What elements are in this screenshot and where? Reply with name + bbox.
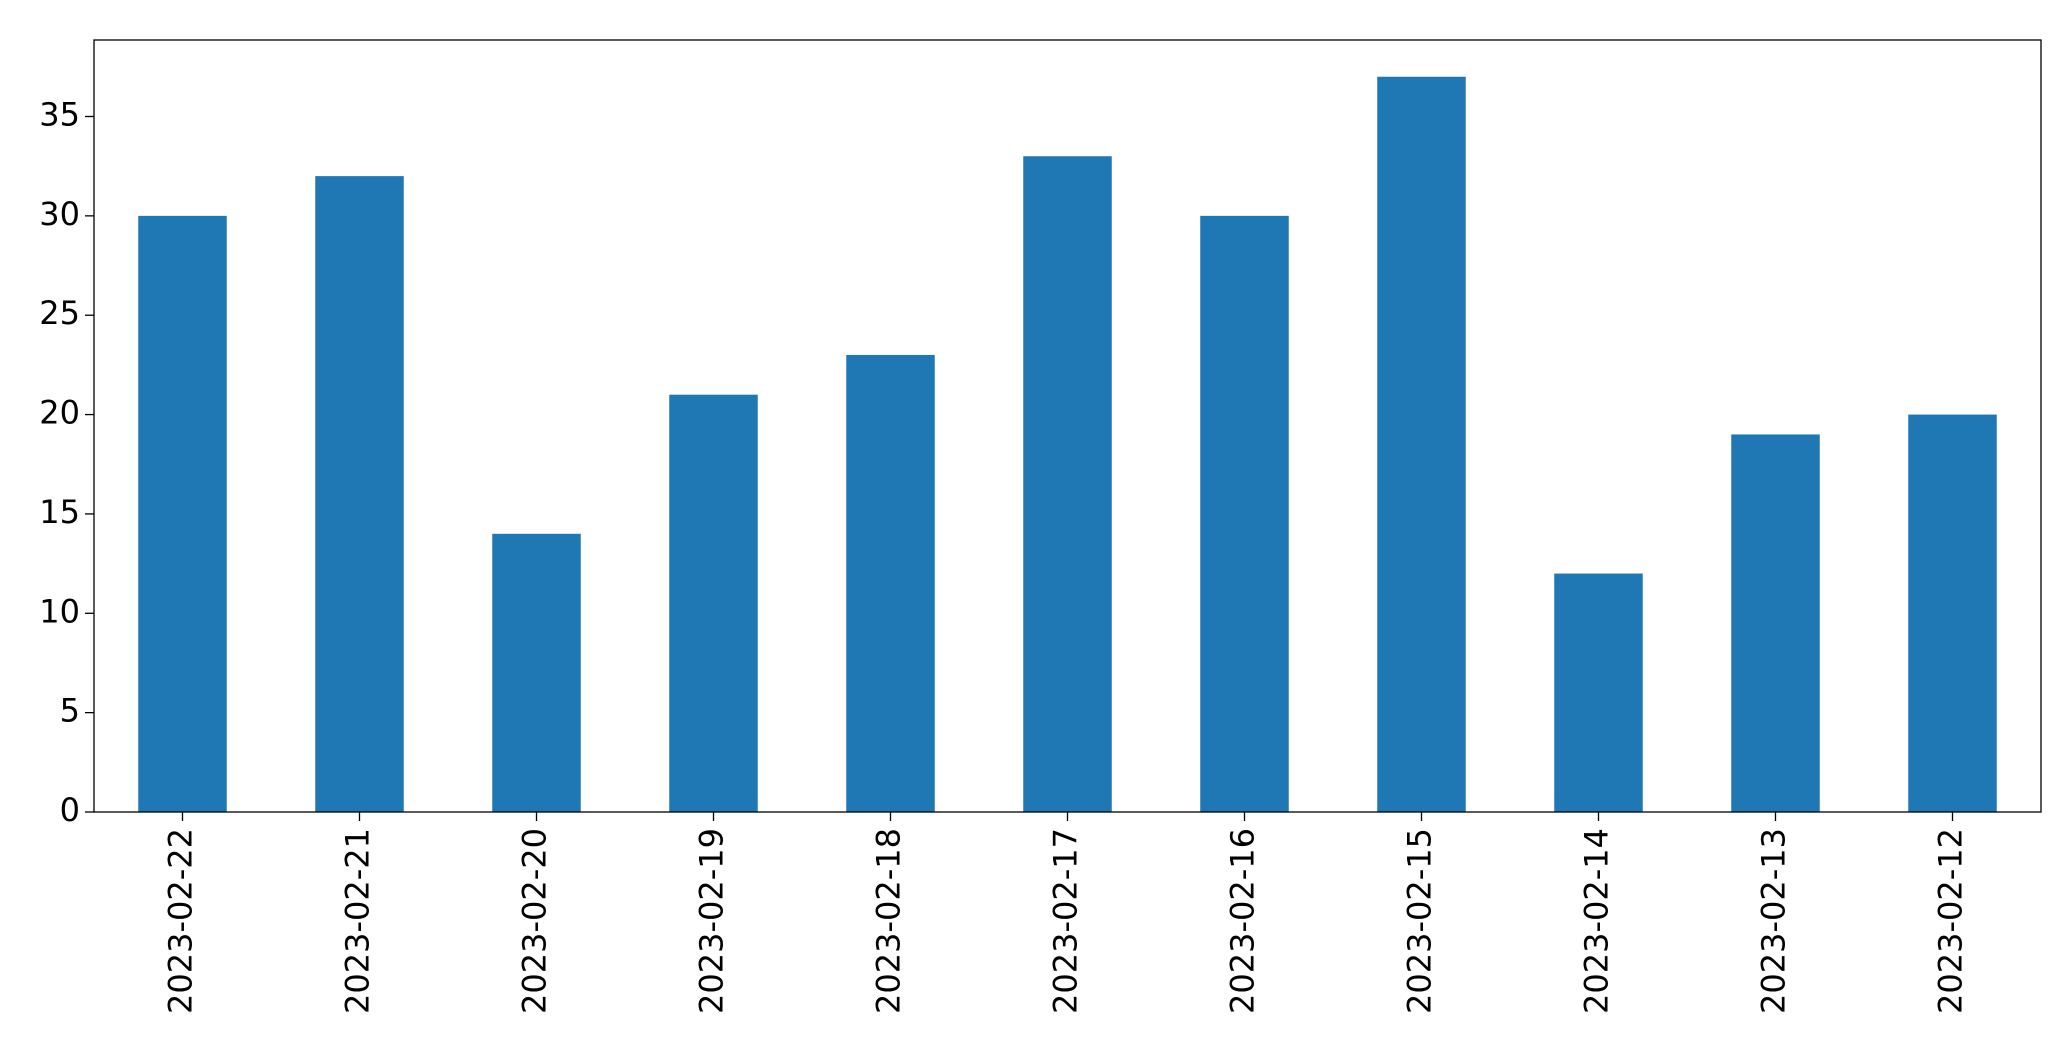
x-tick-label: 2023-02-21 <box>339 828 377 1014</box>
x-tick-label: 2023-02-22 <box>162 828 200 1014</box>
bar <box>138 215 227 812</box>
y-tick-label: 15 <box>39 493 80 531</box>
x-tick-label: 2023-02-19 <box>693 828 731 1014</box>
bar <box>846 354 935 812</box>
bar <box>492 533 581 812</box>
bar <box>669 394 758 812</box>
x-tick-label: 2023-02-18 <box>870 828 908 1014</box>
bar <box>1200 215 1289 812</box>
bar <box>1023 156 1112 813</box>
bar <box>315 176 404 812</box>
y-tick-label: 20 <box>39 394 80 432</box>
x-tick-label: 2023-02-13 <box>1755 828 1793 1014</box>
bar <box>1377 76 1466 812</box>
x-tick-label: 2023-02-20 <box>516 828 554 1014</box>
plot-frame <box>93 39 2042 813</box>
x-tick-label: 2023-02-14 <box>1578 828 1616 1014</box>
bar <box>1731 434 1820 812</box>
y-tick-label: 25 <box>39 294 80 332</box>
x-tick-label: 2023-02-17 <box>1047 828 1085 1014</box>
x-tick-label: 2023-02-15 <box>1401 828 1439 1014</box>
bar <box>1908 414 1997 812</box>
x-tick-label: 2023-02-12 <box>1932 828 1970 1014</box>
y-tick-label: 5 <box>60 692 80 730</box>
y-tick-label: 35 <box>39 96 80 134</box>
y-tick-label: 0 <box>60 791 80 829</box>
y-tick-label: 30 <box>39 195 80 233</box>
y-tick-label: 10 <box>39 592 80 630</box>
bar <box>1554 573 1643 812</box>
x-tick-label: 2023-02-16 <box>1224 828 1262 1014</box>
